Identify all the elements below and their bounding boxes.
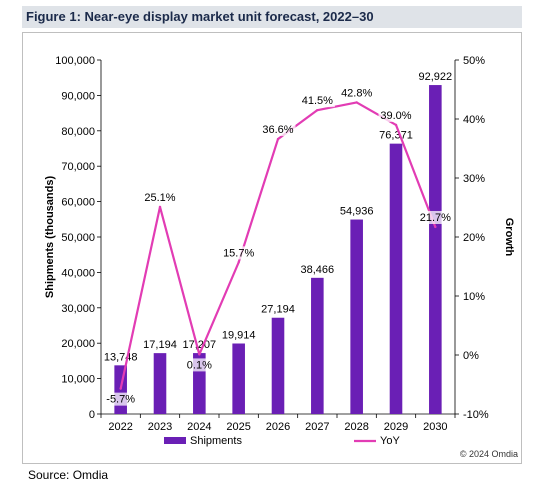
bar-data-label: 38,466 [301, 264, 335, 276]
line-data-label: 41.5% [302, 95, 333, 107]
line-point-yoy [119, 387, 122, 390]
y2-tick-label: 10% [463, 291, 485, 303]
y-tick-label: 90,000 [61, 90, 95, 102]
y2-tick-label: 30% [463, 173, 485, 185]
line-data-label: 42.8% [341, 87, 372, 99]
x-tick-label: 2029 [384, 421, 408, 433]
line-data-label: 15.7% [223, 247, 254, 259]
y-tick-label: 30,000 [61, 303, 95, 315]
line-label-bg [339, 86, 375, 100]
line-label-bg [221, 246, 257, 260]
y2-tick-label: -10% [463, 409, 489, 421]
line-point-yoy [355, 101, 358, 104]
bar-shipments [429, 85, 442, 414]
bar-data-label: 92,922 [419, 71, 453, 83]
figure-title: Figure 1: Near-eye display market unit f… [22, 6, 522, 28]
line-point-yoy [198, 353, 201, 356]
chart-frame [22, 32, 522, 464]
bar-data-label: 76,371 [379, 130, 413, 142]
line-label-bg [184, 358, 214, 372]
line-label-bg [142, 190, 178, 204]
y-tick-label: 100,000 [55, 55, 95, 67]
y-tick-label: 20,000 [61, 338, 95, 350]
bar-shipments [271, 317, 285, 414]
x-tick-label: 2022 [108, 421, 132, 433]
bar-shipments [311, 277, 324, 414]
bar-data-label: 17,207 [183, 339, 217, 351]
bar-data-label: 19,914 [222, 330, 256, 342]
y2-tick-label: 0% [463, 350, 479, 362]
line-point-yoy [434, 225, 437, 229]
y2-tick-label: 20% [463, 232, 485, 244]
line-label-bg [299, 94, 335, 108]
line-label-bg [378, 108, 414, 122]
y-tick-label: 10,000 [61, 374, 95, 386]
source-note: Source: Omdia [28, 468, 109, 482]
y-tick-label: 70,000 [61, 161, 95, 173]
y-axis-title: Shipments (thousands) [44, 176, 56, 299]
bar-shipments [389, 143, 403, 414]
line-label-bg [260, 123, 296, 137]
legend-swatch-shipments [164, 437, 186, 444]
legend-label-shipments: Shipments [190, 435, 242, 447]
line-point-yoy [316, 108, 319, 112]
bar-shipments [153, 353, 167, 414]
y2-tick-label: 50% [463, 55, 485, 67]
y-tick-label: 0 [89, 409, 95, 421]
bar-data-label: 27,194 [261, 304, 295, 316]
y2-axis-title: Growth [503, 218, 515, 257]
line-data-label: 39.0% [380, 110, 411, 122]
line-data-label: 36.6% [262, 124, 293, 136]
y-tick-label: 40,000 [61, 267, 95, 279]
line-data-label: 21.7% [420, 212, 451, 224]
line-label-bg [417, 210, 453, 224]
line-point-yoy [237, 261, 240, 264]
x-tick-label: 2024 [187, 421, 211, 433]
line-data-label: 25.1% [144, 192, 175, 204]
bar-data-label: 13,748 [104, 351, 138, 363]
x-tick-label: 2026 [266, 421, 290, 433]
bar-data-label: 54,936 [340, 206, 374, 218]
line-point-yoy [158, 205, 162, 209]
line-point-yoy [276, 137, 280, 141]
y-tick-label: 80,000 [61, 126, 95, 138]
line-data-label: -5.7% [106, 394, 135, 406]
line-label-bg [103, 392, 139, 406]
y-tick-label: 50,000 [61, 232, 95, 244]
x-tick-label: 2027 [305, 421, 329, 433]
line-data-label: 0.1% [187, 359, 212, 371]
bar-data-label: 17,194 [143, 339, 177, 351]
legend-label-yoy: YoY [380, 435, 400, 447]
x-tick-label: 2025 [226, 421, 250, 433]
x-tick-label: 2023 [148, 421, 172, 433]
bar-shipments [232, 343, 245, 414]
x-tick-label: 2030 [423, 421, 447, 433]
y2-tick-label: 40% [463, 114, 485, 126]
line-point-yoy [394, 123, 398, 127]
y-tick-label: 60,000 [61, 197, 95, 209]
bar-shipments [350, 219, 363, 414]
x-tick-label: 2028 [344, 421, 368, 433]
copyright-notice: © 2024 Omdia [459, 449, 518, 459]
